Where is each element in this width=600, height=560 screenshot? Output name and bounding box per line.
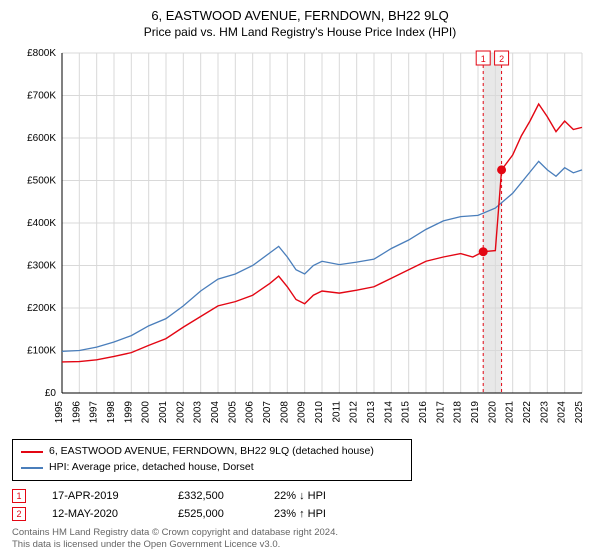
svg-text:2019: 2019 — [470, 401, 481, 424]
svg-text:2011: 2011 — [331, 401, 342, 423]
sale-row: 2 12-MAY-2020 £525,000 23% ↑ HPI — [12, 507, 588, 521]
sale-price: £332,500 — [178, 490, 248, 502]
svg-text:2000: 2000 — [141, 401, 152, 424]
svg-text:£400K: £400K — [27, 218, 56, 229]
svg-text:2018: 2018 — [453, 401, 464, 424]
svg-text:2016: 2016 — [418, 401, 429, 424]
licence-link[interactable]: Open Government Licence v3.0 — [144, 539, 278, 550]
svg-text:£700K: £700K — [27, 91, 56, 102]
sale-marker-2: 2 — [12, 507, 26, 521]
svg-text:2007: 2007 — [262, 401, 273, 424]
svg-text:1: 1 — [481, 54, 486, 64]
svg-text:2005: 2005 — [227, 401, 238, 424]
svg-text:2006: 2006 — [245, 401, 256, 424]
svg-text:2012: 2012 — [349, 401, 360, 424]
sale-price: £525,000 — [178, 508, 248, 520]
svg-text:2014: 2014 — [383, 401, 394, 424]
copyright-link[interactable]: © Crown copyright — [152, 527, 230, 538]
svg-text:2002: 2002 — [175, 401, 186, 424]
svg-text:2010: 2010 — [314, 401, 325, 424]
svg-text:2025: 2025 — [574, 401, 585, 424]
database-link[interactable]: database right — [251, 527, 311, 538]
svg-text:2020: 2020 — [487, 401, 498, 424]
sale-date: 12-MAY-2020 — [52, 508, 152, 520]
svg-text:1996: 1996 — [71, 401, 82, 424]
svg-text:2013: 2013 — [366, 401, 377, 424]
svg-text:2003: 2003 — [193, 401, 204, 424]
footer-attribution: Contains HM Land Registry data © Crown c… — [12, 527, 588, 552]
sale-pct: 23% ↑ HPI — [274, 508, 354, 520]
svg-text:£500K: £500K — [27, 176, 56, 187]
svg-text:2017: 2017 — [435, 401, 446, 424]
svg-text:2023: 2023 — [539, 401, 550, 424]
svg-text:£300K: £300K — [27, 261, 56, 272]
svg-text:2021: 2021 — [505, 401, 516, 424]
svg-text:1995: 1995 — [54, 401, 65, 424]
svg-text:£800K: £800K — [27, 48, 56, 59]
svg-text:2022: 2022 — [522, 401, 533, 424]
svg-text:2008: 2008 — [279, 401, 290, 424]
svg-text:2015: 2015 — [401, 401, 412, 424]
legend: 6, EASTWOOD AVENUE, FERNDOWN, BH22 9LQ (… — [12, 439, 412, 481]
legend-item-hpi: HPI: Average price, detached house, Dors… — [21, 460, 403, 476]
svg-text:1998: 1998 — [106, 401, 117, 424]
svg-text:1999: 1999 — [123, 401, 134, 424]
svg-text:£0: £0 — [45, 388, 57, 399]
svg-text:2001: 2001 — [158, 401, 169, 424]
line-chart: £0 £100K £200K £300K £400K £500K £600K £700K £80… — [12, 45, 588, 433]
svg-text:2024: 2024 — [557, 401, 568, 424]
legend-item-property: 6, EASTWOOD AVENUE, FERNDOWN, BH22 9LQ (… — [21, 444, 403, 460]
svg-text:£200K: £200K — [27, 303, 56, 314]
sale-date: 17-APR-2019 — [52, 490, 152, 502]
sale-row: 1 17-APR-2019 £332,500 22% ↓ HPI — [12, 489, 588, 503]
legend-label: 6, EASTWOOD AVENUE, FERNDOWN, BH22 9LQ (… — [49, 444, 374, 460]
svg-text:£100K: £100K — [27, 346, 56, 357]
legend-label: HPI: Average price, detached house, Dors… — [49, 460, 254, 476]
sales-list: 1 17-APR-2019 £332,500 22% ↓ HPI 2 12-MA… — [12, 489, 588, 521]
svg-text:2009: 2009 — [297, 401, 308, 424]
svg-text:1997: 1997 — [89, 401, 100, 424]
svg-text:£600K: £600K — [27, 133, 56, 144]
sale-marker-1: 1 — [12, 489, 26, 503]
chart-subtitle: Price paid vs. HM Land Registry's House … — [12, 25, 588, 39]
svg-text:2004: 2004 — [210, 401, 221, 424]
svg-text:2: 2 — [499, 54, 504, 64]
sale-pct: 22% ↓ HPI — [274, 490, 354, 502]
chart-title: 6, EASTWOOD AVENUE, FERNDOWN, BH22 9LQ — [12, 8, 588, 23]
